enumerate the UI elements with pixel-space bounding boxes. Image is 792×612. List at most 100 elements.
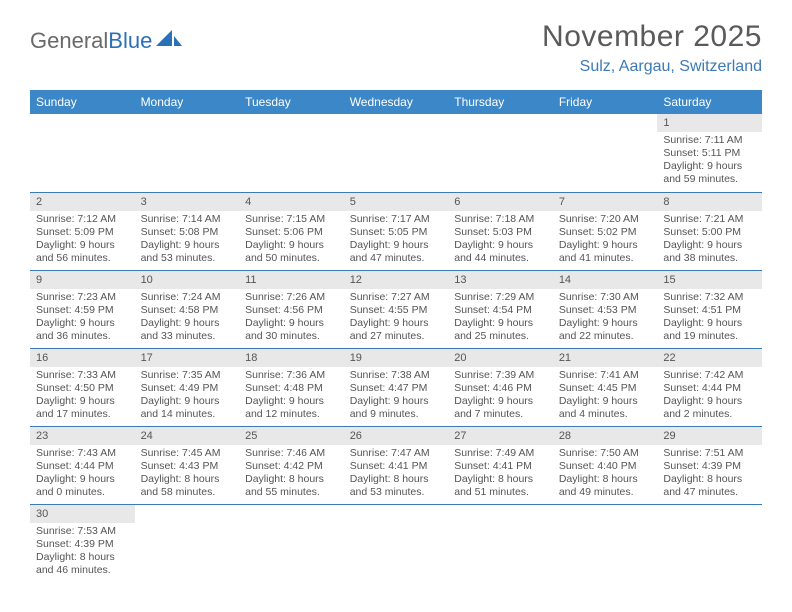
daylight-text: Daylight: 9 hours and 19 minutes. xyxy=(663,317,756,343)
day-details: Sunrise: 7:53 AMSunset: 4:39 PMDaylight:… xyxy=(30,523,135,581)
day-number: 15 xyxy=(657,271,762,289)
daylight-text: Daylight: 9 hours and 4 minutes. xyxy=(559,395,652,421)
calendar-week-row: 30Sunrise: 7:53 AMSunset: 4:39 PMDayligh… xyxy=(30,504,762,582)
day-number: 26 xyxy=(344,427,449,445)
day-number: 3 xyxy=(135,193,240,211)
day-number: 19 xyxy=(344,349,449,367)
calendar-day-cell: 3Sunrise: 7:14 AMSunset: 5:08 PMDaylight… xyxy=(135,192,240,270)
calendar-day-cell: 8Sunrise: 7:21 AMSunset: 5:00 PMDaylight… xyxy=(657,192,762,270)
calendar-week-row: 9Sunrise: 7:23 AMSunset: 4:59 PMDaylight… xyxy=(30,270,762,348)
weekday-header-row: Sunday Monday Tuesday Wednesday Thursday… xyxy=(30,90,762,114)
calendar-week-row: 16Sunrise: 7:33 AMSunset: 4:50 PMDayligh… xyxy=(30,348,762,426)
day-number-empty xyxy=(135,114,240,132)
day-number-empty xyxy=(448,114,553,132)
day-number-empty xyxy=(657,505,762,523)
sunrise-text: Sunrise: 7:27 AM xyxy=(350,291,443,304)
day-details: Sunrise: 7:50 AMSunset: 4:40 PMDaylight:… xyxy=(553,445,658,503)
page-title: November 2025 xyxy=(542,20,762,54)
sunset-text: Sunset: 4:58 PM xyxy=(141,304,234,317)
day-number: 4 xyxy=(239,193,344,211)
calendar-day-cell xyxy=(553,504,658,582)
calendar-day-cell xyxy=(135,114,240,192)
sunrise-text: Sunrise: 7:46 AM xyxy=(245,447,338,460)
day-number: 29 xyxy=(657,427,762,445)
calendar-day-cell: 20Sunrise: 7:39 AMSunset: 4:46 PMDayligh… xyxy=(448,348,553,426)
daylight-text: Daylight: 9 hours and 41 minutes. xyxy=(559,239,652,265)
day-number: 25 xyxy=(239,427,344,445)
daylight-text: Daylight: 9 hours and 9 minutes. xyxy=(350,395,443,421)
daylight-text: Daylight: 9 hours and 14 minutes. xyxy=(141,395,234,421)
sunset-text: Sunset: 5:09 PM xyxy=(36,226,129,239)
day-number-empty xyxy=(30,114,135,132)
day-number: 7 xyxy=(553,193,658,211)
daylight-text: Daylight: 9 hours and 56 minutes. xyxy=(36,239,129,265)
calendar-day-cell: 1Sunrise: 7:11 AMSunset: 5:11 PMDaylight… xyxy=(657,114,762,192)
sunset-text: Sunset: 4:48 PM xyxy=(245,382,338,395)
sunset-text: Sunset: 4:53 PM xyxy=(559,304,652,317)
day-number: 28 xyxy=(553,427,658,445)
calendar-day-cell: 28Sunrise: 7:50 AMSunset: 4:40 PMDayligh… xyxy=(553,426,658,504)
sunrise-text: Sunrise: 7:43 AM xyxy=(36,447,129,460)
daylight-text: Daylight: 8 hours and 49 minutes. xyxy=(559,473,652,499)
day-number: 11 xyxy=(239,271,344,289)
sunrise-text: Sunrise: 7:42 AM xyxy=(663,369,756,382)
daylight-text: Daylight: 9 hours and 30 minutes. xyxy=(245,317,338,343)
calendar-day-cell: 18Sunrise: 7:36 AMSunset: 4:48 PMDayligh… xyxy=(239,348,344,426)
day-details: Sunrise: 7:12 AMSunset: 5:09 PMDaylight:… xyxy=(30,211,135,269)
sunset-text: Sunset: 4:39 PM xyxy=(663,460,756,473)
daylight-text: Daylight: 9 hours and 12 minutes. xyxy=(245,395,338,421)
daylight-text: Daylight: 9 hours and 17 minutes. xyxy=(36,395,129,421)
logo: GeneralBlue xyxy=(30,20,182,54)
calendar-day-cell xyxy=(448,114,553,192)
calendar-day-cell: 7 Sunrise: 7:20 AMSunset: 5:02 PMDaylight… xyxy=(553,192,658,270)
day-number: 13 xyxy=(448,271,553,289)
day-details: Sunrise: 7:35 AMSunset: 4:49 PMDaylight:… xyxy=(135,367,240,425)
day-number: 1 xyxy=(657,114,762,132)
day-number-empty xyxy=(553,114,658,132)
sunrise-text: Sunrise: 7:20 AM xyxy=(559,213,652,226)
day-details: Sunrise: 7:49 AMSunset: 4:41 PMDaylight:… xyxy=(448,445,553,503)
sunrise-text: Sunrise: 7:21 AM xyxy=(663,213,756,226)
sunset-text: Sunset: 4:49 PM xyxy=(141,382,234,395)
sunrise-text: Sunrise: 7:26 AM xyxy=(245,291,338,304)
sunrise-text: Sunrise: 7:41 AM xyxy=(559,369,652,382)
day-details: Sunrise: 7:38 AMSunset: 4:47 PMDaylight:… xyxy=(344,367,449,425)
sunset-text: Sunset: 4:45 PM xyxy=(559,382,652,395)
sunset-text: Sunset: 5:11 PM xyxy=(663,147,756,160)
day-details: Sunrise: 7:51 AMSunset: 4:39 PMDaylight:… xyxy=(657,445,762,503)
day-number-empty xyxy=(239,505,344,523)
sunrise-text: Sunrise: 7:30 AM xyxy=(559,291,652,304)
weekday-header: Tuesday xyxy=(239,90,344,114)
sunrise-text: Sunrise: 7:29 AM xyxy=(454,291,547,304)
sunset-text: Sunset: 4:44 PM xyxy=(663,382,756,395)
calendar-day-cell xyxy=(344,114,449,192)
day-number: 22 xyxy=(657,349,762,367)
sunset-text: Sunset: 4:41 PM xyxy=(350,460,443,473)
sunset-text: Sunset: 5:02 PM xyxy=(559,226,652,239)
day-details: Sunrise: 7:14 AMSunset: 5:08 PMDaylight:… xyxy=(135,211,240,269)
calendar-day-cell: 16Sunrise: 7:33 AMSunset: 4:50 PMDayligh… xyxy=(30,348,135,426)
day-details: Sunrise: 7:29 AMSunset: 4:54 PMDaylight:… xyxy=(448,289,553,347)
sunset-text: Sunset: 4:46 PM xyxy=(454,382,547,395)
day-number: 27 xyxy=(448,427,553,445)
day-number: 6 xyxy=(448,193,553,211)
day-number: 14 xyxy=(553,271,658,289)
sunset-text: Sunset: 5:00 PM xyxy=(663,226,756,239)
sunrise-text: Sunrise: 7:11 AM xyxy=(663,134,756,147)
sunrise-text: Sunrise: 7:35 AM xyxy=(141,369,234,382)
daylight-text: Daylight: 8 hours and 55 minutes. xyxy=(245,473,338,499)
sunrise-text: Sunrise: 7:45 AM xyxy=(141,447,234,460)
calendar-day-cell: 14Sunrise: 7:30 AMSunset: 4:53 PMDayligh… xyxy=(553,270,658,348)
day-details: Sunrise: 7:24 AMSunset: 4:58 PMDaylight:… xyxy=(135,289,240,347)
sunset-text: Sunset: 4:42 PM xyxy=(245,460,338,473)
calendar-day-cell xyxy=(553,114,658,192)
day-details: Sunrise: 7:45 AMSunset: 4:43 PMDaylight:… xyxy=(135,445,240,503)
day-details: Sunrise: 7:46 AMSunset: 4:42 PMDaylight:… xyxy=(239,445,344,503)
daylight-text: Daylight: 9 hours and 44 minutes. xyxy=(454,239,547,265)
day-number-empty xyxy=(553,505,658,523)
day-details: Sunrise: 7:42 AMSunset: 4:44 PMDaylight:… xyxy=(657,367,762,425)
sunrise-text: Sunrise: 7:17 AM xyxy=(350,213,443,226)
weekday-header: Sunday xyxy=(30,90,135,114)
daylight-text: Daylight: 9 hours and 47 minutes. xyxy=(350,239,443,265)
sunrise-text: Sunrise: 7:36 AM xyxy=(245,369,338,382)
